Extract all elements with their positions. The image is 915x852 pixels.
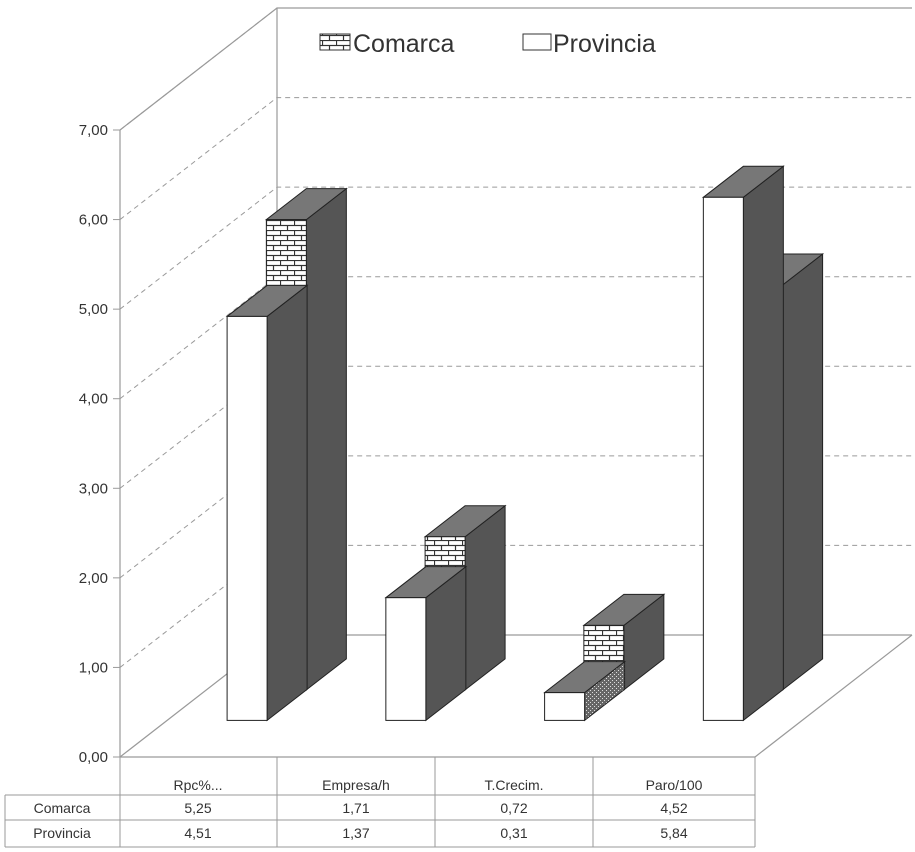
- bar-provincia-0-side: [266, 284, 308, 722]
- legend-label-comarca: Comarca: [353, 30, 455, 58]
- y-tick-label-3: 3,00: [79, 480, 108, 497]
- table-cell-provincia-paro: 5,84: [660, 825, 687, 841]
- table-row-label-comarca: Comarca: [34, 800, 91, 816]
- table-cell-provincia-rpc: 4,51: [184, 825, 211, 841]
- y-axis: 0,00 1,00 2,00 3,00 4,00 5,00 6,00 7,00: [79, 122, 120, 766]
- bars: [225, 165, 825, 722]
- y-tick-label-2: 2,00: [79, 570, 108, 587]
- legend-swatch-provincia: [522, 33, 552, 51]
- legend-item-provincia: Provincia: [522, 30, 656, 58]
- table-header-rpc: Rpc%...: [173, 777, 222, 793]
- legend: Comarca Provincia: [319, 30, 656, 58]
- y-tick-label-4: 4,00: [79, 391, 108, 408]
- y-tick-label-5: 5,00: [79, 301, 108, 318]
- table-cell-comarca-tcrecim: 0,72: [500, 800, 527, 816]
- table-cell-provincia-tcrecim: 0,31: [500, 825, 527, 841]
- legend-label-provincia: Provincia: [553, 30, 656, 58]
- y-tick-label-7: 7,00: [79, 122, 108, 139]
- data-table: Rpc%... Empresa/h T.Crecim. Paro/100 Com…: [4, 757, 756, 848]
- bar-provincia-0: [225, 284, 309, 722]
- bar-provincia-2: [543, 660, 627, 722]
- bar-provincia-3-front: [702, 196, 744, 721]
- bar-comarca-1-side: [464, 504, 506, 691]
- bar-provincia-1: [384, 565, 468, 722]
- table-cell-comarca-empresa: 1,71: [342, 800, 369, 816]
- bar-provincia-0-front: [226, 315, 268, 721]
- bar-provincia-3-side: [742, 165, 784, 722]
- bar-provincia-3: [701, 165, 785, 722]
- gridline-6: [119, 97, 912, 220]
- table-cell-comarca-paro: 4,52: [660, 800, 687, 816]
- table-row-label-provincia: Provincia: [33, 825, 91, 841]
- table-header-paro: Paro/100: [646, 777, 703, 793]
- y-tick-label-6: 6,00: [79, 212, 108, 229]
- bar-comarca-0-side: [305, 187, 347, 691]
- table-header-tcrecim: T.Crecim.: [484, 777, 543, 793]
- legend-swatch-comarca: [319, 33, 351, 51]
- legend-item-comarca: Comarca: [319, 30, 455, 58]
- bar-provincia-1-front: [385, 597, 427, 721]
- gridline-7: [119, 7, 912, 131]
- bar-comarca-3-side: [782, 253, 824, 691]
- y-tick-label-0: 0,00: [79, 749, 108, 766]
- table-cell-provincia-empresa: 1,37: [342, 825, 369, 841]
- y-tick-label-1: 1,00: [79, 659, 108, 676]
- table-header-empresa: Empresa/h: [322, 777, 390, 793]
- bar-provincia-2-front: [544, 692, 586, 721]
- table-cell-comarca-rpc: 5,25: [184, 800, 211, 816]
- gridline-5: [119, 186, 912, 310]
